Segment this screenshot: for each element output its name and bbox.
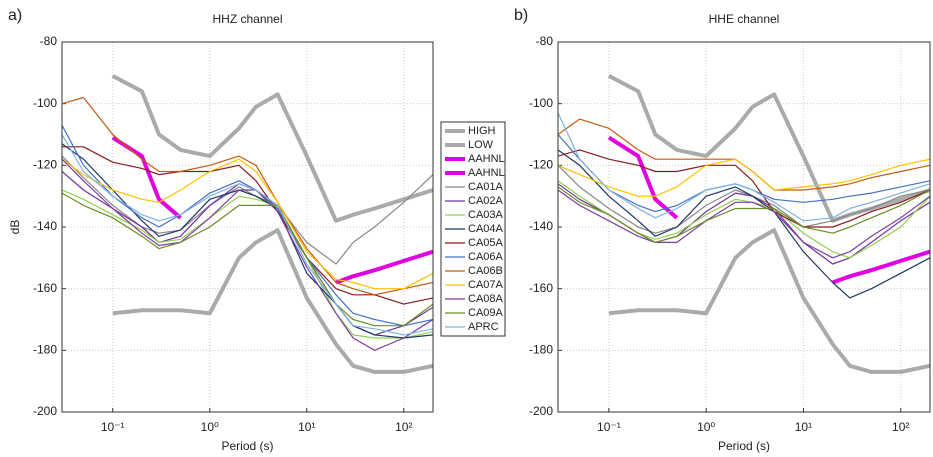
legend-label: CA02A — [468, 195, 504, 207]
panel-label: a) — [8, 7, 22, 24]
series-line — [558, 189, 930, 259]
panel-label: b) — [514, 7, 528, 24]
series-line — [62, 158, 433, 290]
y-tick-label: -160 — [33, 281, 57, 295]
legend-label: CA06A — [468, 251, 504, 263]
legend-label: CA01A — [468, 181, 504, 193]
chart-title: HHZ channel — [212, 12, 282, 26]
y-tick-label: -80 — [40, 34, 58, 48]
legend-label: CA03A — [468, 209, 504, 221]
legend-label: AAHNL — [468, 167, 505, 179]
series-line — [62, 158, 433, 351]
legend-label: CA06B — [468, 265, 503, 277]
legend-label: CA05A — [468, 237, 504, 249]
series-line — [62, 189, 433, 339]
series-line — [112, 228, 433, 374]
series-line — [832, 249, 930, 285]
x-axis-label: Period (s) — [221, 439, 273, 453]
series-line — [608, 228, 930, 374]
x-tick-label: 10⁻¹ — [101, 420, 125, 434]
legend-label: AAHNL — [468, 153, 505, 165]
series-line — [558, 164, 930, 234]
y-tick-label: -140 — [33, 219, 57, 233]
x-tick-label: 10⁻¹ — [597, 420, 621, 434]
series-line — [62, 146, 433, 305]
x-tick-label: 10¹ — [298, 420, 315, 434]
y-tick-label: -200 — [33, 404, 57, 418]
y-tick-label: -180 — [529, 343, 553, 357]
y-tick-label: -160 — [529, 281, 553, 295]
legend-label: HIGH — [468, 125, 496, 137]
legend-label: LOW — [468, 139, 494, 151]
series-line — [62, 192, 433, 327]
series-line — [62, 134, 433, 336]
series-line — [62, 125, 433, 327]
series-line — [558, 149, 930, 299]
x-tick-label: 10² — [892, 420, 909, 434]
y-tick-label: -120 — [33, 158, 57, 172]
series-line — [62, 96, 433, 296]
x-tick-label: 10⁰ — [697, 420, 715, 434]
y-tick-label: -100 — [33, 96, 57, 110]
legend-label: CA04A — [468, 223, 504, 235]
chart-title: HHE channel — [709, 12, 780, 26]
plot-frame — [61, 41, 434, 413]
series-line — [558, 149, 930, 228]
y-tick-label: -180 — [33, 343, 57, 357]
y-tick-label: -120 — [529, 158, 553, 172]
legend-label: APRC — [468, 321, 499, 333]
series-line — [558, 186, 930, 243]
x-tick-label: 10¹ — [795, 420, 812, 434]
legend-label: CA09A — [468, 307, 504, 319]
legend-label: CA08A — [468, 293, 504, 305]
plot-frame — [557, 41, 931, 413]
y-tick-label: -100 — [529, 96, 553, 110]
x-tick-label: 10⁰ — [201, 420, 219, 434]
y-tick-label: -80 — [536, 34, 554, 48]
x-tick-label: 10² — [395, 420, 412, 434]
series-line — [335, 249, 433, 285]
y-tick-label: -200 — [529, 404, 553, 418]
series-line — [62, 155, 433, 265]
series-line — [558, 112, 930, 222]
y-tick-label: -140 — [529, 219, 553, 233]
x-axis-label: Period (s) — [718, 439, 770, 453]
legend-label: CA07A — [468, 279, 504, 291]
series-line — [111, 74, 433, 223]
series-line — [558, 158, 930, 197]
y-axis-label: dB — [8, 220, 22, 235]
